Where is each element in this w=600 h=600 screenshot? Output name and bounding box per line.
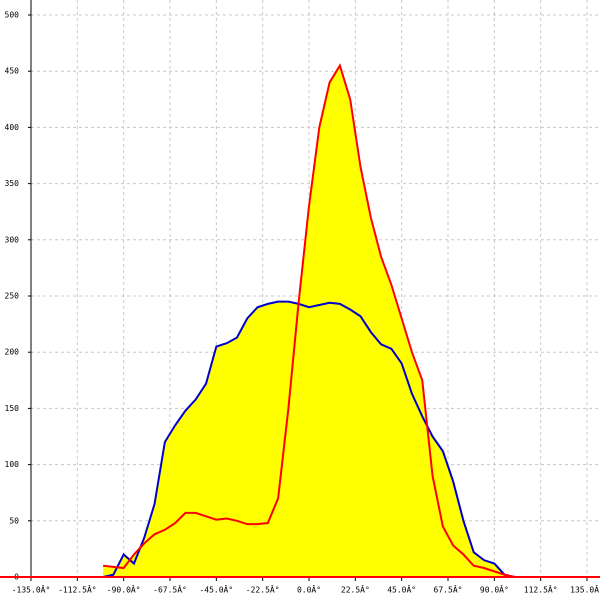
y-tick-label: 50 xyxy=(9,516,19,525)
x-tick-label: 22.5Â° xyxy=(341,584,370,595)
x-tick-label: -45.0Â° xyxy=(199,584,233,595)
x-tick-label: 112.5Â° xyxy=(524,584,558,595)
x-tick-label: 45.0Â° xyxy=(387,584,416,595)
y-tick-label: 500 xyxy=(5,11,20,20)
x-tick-label: -67.5Â° xyxy=(153,584,187,595)
y-tick-label: 100 xyxy=(5,460,20,469)
x-tick-label: -112.5Â° xyxy=(58,584,97,595)
y-tick-label: 150 xyxy=(5,404,20,413)
y-tick-label: 200 xyxy=(5,348,20,357)
y-tick-label: 400 xyxy=(5,123,20,132)
y-tick-label: 300 xyxy=(5,235,20,244)
line xyxy=(102,63,516,578)
x-tick-label: 135.0Â° xyxy=(570,584,600,595)
y-tick-label: 350 xyxy=(5,179,20,188)
x-tick-label: -90.0Â° xyxy=(107,584,141,595)
line xyxy=(102,300,516,578)
area xyxy=(103,65,515,577)
x-tick-label: -22.5Â° xyxy=(246,584,280,595)
y-tick-label: 450 xyxy=(5,67,20,76)
x-tick-label: 90.0Â° xyxy=(480,584,509,595)
x-tick-label: -135.0Â° xyxy=(12,584,51,595)
y-tick-label: 250 xyxy=(5,292,20,301)
x-tick-label: 0.0Â° xyxy=(297,584,321,595)
x-tick-label: 67.5Â° xyxy=(434,584,463,595)
